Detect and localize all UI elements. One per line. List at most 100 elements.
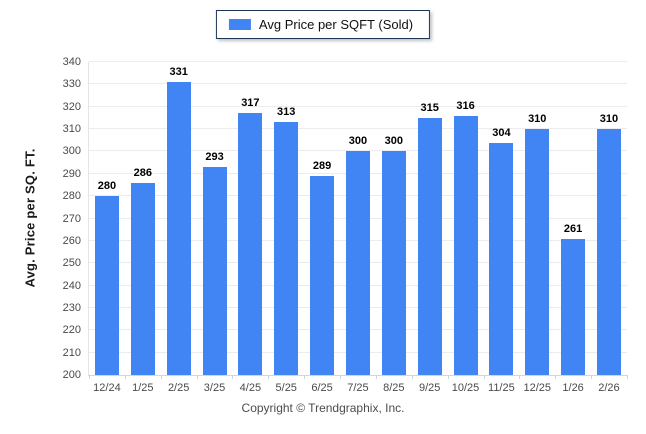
x-axis-tick: [89, 375, 90, 379]
copyright-text: Copyright © Trendgraphix, Inc.: [241, 401, 405, 415]
x-axis-tick: [627, 375, 628, 379]
bar-value-label: 310: [599, 113, 619, 126]
bar-value-label: 310: [528, 113, 547, 126]
y-tick-label: 200: [62, 369, 81, 381]
x-axis-tick: [232, 375, 234, 379]
y-tick-label: 260: [62, 234, 81, 247]
bar-value-label: 331: [169, 66, 188, 79]
x-tick-label: 5/25: [275, 382, 297, 394]
bar-value-label: 304: [492, 126, 511, 139]
bar-column: 313 5/25: [268, 62, 304, 394]
bar: [310, 176, 335, 375]
bar-value-label: 300: [348, 135, 368, 148]
x-tick-label: 7/25: [347, 382, 369, 394]
plot-area: 200 210 220 230 240 250 260 270 280 290 300 310 320 3…: [63, 56, 628, 395]
x-axis-tick: [411, 375, 413, 379]
x-tick-label: 9/25: [418, 382, 441, 394]
bar: [274, 122, 299, 375]
x-tick-label: 2/25: [167, 382, 190, 394]
bar-value-label: 289: [312, 160, 332, 173]
y-axis-title: Avg. Price per SQ. FT.: [22, 148, 38, 288]
bar: [345, 151, 370, 375]
y-tick-label: 310: [62, 123, 81, 136]
gridline: [89, 83, 627, 85]
bar: [166, 82, 191, 375]
bar-column: 293 3/25: [197, 62, 233, 394]
y-tick-label: 300: [62, 145, 81, 158]
y-tick-label: 210: [62, 346, 81, 359]
y-tick-label: 270: [62, 212, 81, 225]
x-tick-label: 10/25: [451, 382, 480, 394]
bar-value-label: 316: [456, 99, 475, 112]
x-tick-label: 2/26: [598, 382, 620, 394]
y-tick-label: 230: [62, 301, 81, 314]
bar-value-label: 313: [277, 106, 296, 119]
bar-value-label: 317: [241, 97, 260, 110]
gridline: [89, 128, 627, 130]
bar: [238, 113, 263, 375]
x-tick-label: 8/25: [383, 382, 405, 394]
bar: [381, 151, 406, 375]
bar-column: 310 12/25: [519, 62, 555, 394]
x-axis-tick: [519, 375, 521, 379]
bar-columns: 280 12/24 286 1/25 331 2/25 293 3/25 317 4/25 313 5…: [89, 62, 627, 395]
y-tick-label: 320: [62, 100, 81, 113]
legend-swatch: [228, 19, 251, 30]
x-axis-tick: [447, 375, 449, 379]
bar: [453, 115, 478, 375]
bar: [202, 167, 227, 375]
gridline: [89, 105, 627, 107]
x-axis-tick: [591, 375, 593, 379]
x-axis-tick: [268, 375, 270, 379]
gridline: [89, 150, 627, 152]
x-axis-tick: [160, 375, 162, 379]
bar: [525, 129, 550, 375]
y-tick-label: 280: [62, 190, 81, 203]
legend-label: Avg Price per SQFT (Sold): [258, 17, 414, 32]
y-tick-label: 220: [62, 324, 81, 337]
bar-column: 300 7/25: [340, 62, 376, 394]
y-tick-label: 240: [62, 279, 81, 292]
bar: [596, 129, 621, 375]
bar-column: 315 9/25: [412, 62, 448, 394]
x-tick-label: 3/25: [203, 382, 226, 394]
x-axis-tick: [196, 375, 198, 379]
y-tick-label: 340: [62, 56, 81, 68]
bar-value-label: 300: [384, 135, 403, 148]
bar-column: 300 8/25: [376, 62, 412, 394]
bar: [489, 142, 514, 375]
bar-column: 261 1/26: [555, 62, 591, 394]
x-tick-label: 6/25: [311, 382, 333, 394]
bar-column: 310 2/26: [591, 62, 627, 394]
bar-column: 316 10/25: [448, 62, 484, 394]
x-tick-label: 1/26: [562, 382, 584, 394]
y-tick-label: 330: [62, 78, 81, 91]
bar: [561, 238, 586, 375]
x-axis-tick: [483, 375, 485, 379]
x-tick-label: 12/25: [523, 382, 551, 394]
x-axis-tick: [555, 375, 557, 379]
bar-value-label: 280: [97, 180, 117, 193]
x-tick-label: 11/25: [488, 382, 515, 394]
bar-value-label: 315: [420, 101, 439, 114]
y-tick-label: 250: [62, 257, 81, 270]
bar-column: 304 11/25: [483, 62, 519, 395]
x-axis-tick: [375, 375, 377, 379]
x-axis-tick: [340, 375, 342, 379]
gridline: [89, 61, 627, 62]
x-axis-tick: [124, 375, 126, 379]
bar-column: 331 2/25: [161, 62, 197, 394]
x-tick-label: 1/25: [132, 382, 154, 394]
legend: Avg Price per SQFT (Sold): [215, 10, 431, 39]
bar-value-label: 293: [205, 151, 224, 164]
y-tick-label: 290: [62, 167, 81, 180]
x-tick-label: 4/25: [239, 382, 262, 394]
bar-column: 317 4/25: [232, 62, 268, 394]
bar: [130, 182, 155, 375]
bar-value-label: 261: [563, 222, 583, 235]
bar: [94, 196, 119, 375]
bar-column: 289 6/25: [304, 62, 340, 394]
bar: [417, 117, 442, 375]
bar-column: 286 1/25: [125, 62, 161, 394]
